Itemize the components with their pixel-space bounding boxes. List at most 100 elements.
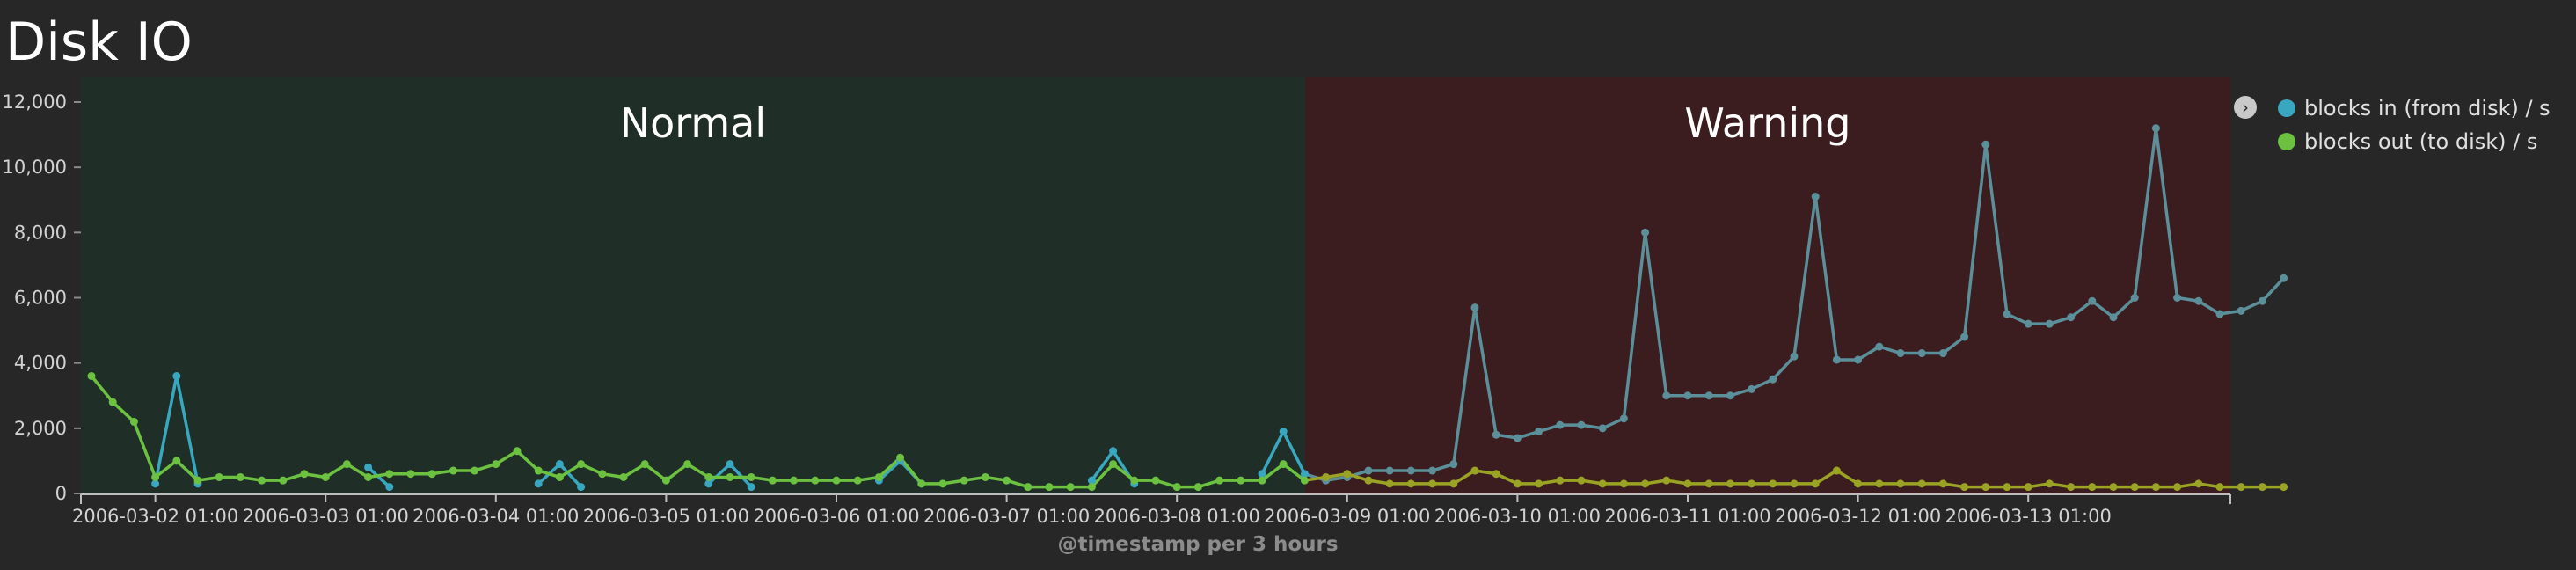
- series-segment: [707, 462, 732, 486]
- series-segment: [1473, 305, 1498, 436]
- data-point: [364, 472, 373, 481]
- series-segment: [1835, 469, 1860, 486]
- data-point: [1981, 483, 1990, 492]
- data-point: [1449, 460, 1458, 469]
- series-segment: [1452, 469, 1477, 486]
- data-point: [1641, 479, 1650, 488]
- series-segment: [2112, 296, 2136, 319]
- data-point: [1917, 479, 1926, 488]
- data-point: [87, 372, 96, 380]
- data-point: [1364, 466, 1373, 475]
- data-point: [1237, 476, 1245, 485]
- series-segment: [1090, 462, 1115, 489]
- chevron-right-icon[interactable]: ›: [2234, 96, 2257, 119]
- data-point: [1109, 447, 1118, 456]
- data-point: [1896, 479, 1905, 488]
- y-tick-label: 2,000: [14, 418, 67, 439]
- data-point: [1556, 420, 1565, 429]
- data-point: [1428, 479, 1437, 488]
- data-point: [1704, 391, 1713, 400]
- data-point: [2151, 483, 2160, 492]
- data-point: [1938, 479, 1947, 488]
- series-segment: [1771, 354, 1796, 381]
- series-segment: [111, 400, 136, 424]
- data-point: [1385, 479, 1394, 488]
- data-point: [1066, 483, 1075, 492]
- data-point: [1470, 303, 1479, 312]
- data-point: [2173, 294, 2182, 302]
- data-point: [1619, 414, 1628, 423]
- data-point: [1258, 470, 1266, 479]
- data-point: [534, 466, 543, 475]
- x-tick-label: 2006-03-10 01:00: [1434, 506, 1601, 527]
- data-point: [1513, 434, 1522, 442]
- series-segment: [2091, 299, 2115, 319]
- data-point: [1769, 375, 1777, 384]
- data-point: [704, 479, 713, 488]
- series-segment: [1111, 462, 1136, 482]
- series-segment: [1090, 449, 1115, 482]
- data-point: [1960, 332, 1969, 341]
- data-point: [1726, 391, 1734, 400]
- data-point: [2130, 294, 2139, 302]
- data-point: [492, 460, 500, 469]
- data-point: [534, 479, 543, 488]
- series-segment: [664, 462, 690, 482]
- data-point: [1045, 483, 1054, 492]
- y-axis: 0 2,000 4,000 6,000 8,000 10,000 12,000: [3, 91, 81, 504]
- data-point: [279, 476, 288, 485]
- series-segment: [1260, 462, 1285, 482]
- data-point: [1662, 391, 1671, 400]
- data-point: [747, 472, 755, 481]
- data-point: [1641, 228, 1650, 237]
- y-tick-label: 10,000: [3, 157, 67, 178]
- data-point: [832, 476, 841, 485]
- data-point: [1300, 470, 1309, 479]
- data-point: [1811, 193, 1820, 201]
- data-point: [1726, 479, 1734, 488]
- data-point: [853, 476, 862, 485]
- data-point: [1130, 476, 1139, 485]
- series-points: [87, 124, 2288, 492]
- data-point: [427, 470, 436, 479]
- series-segment: [345, 462, 370, 479]
- data-point: [896, 453, 905, 462]
- data-point: [385, 470, 394, 479]
- x-tick-label: 2006-03-12 01:00: [1775, 506, 1941, 527]
- series-segment: [132, 420, 157, 479]
- x-tick-label: 2006-03-03 01:00: [243, 506, 409, 527]
- data-point: [2194, 479, 2203, 488]
- data-point: [2237, 483, 2245, 492]
- series-segment: [2197, 299, 2222, 316]
- data-point: [1875, 342, 1884, 351]
- data-point: [874, 472, 883, 481]
- series-segment: [1281, 462, 1307, 482]
- series-segment: [1281, 429, 1307, 476]
- y-tick-label: 12,000: [3, 91, 67, 113]
- data-point: [577, 460, 586, 469]
- data-point: [2130, 483, 2139, 492]
- series-segment: [1984, 142, 2009, 316]
- series-segment: [1260, 429, 1285, 476]
- data-point: [2215, 310, 2224, 318]
- data-point: [2003, 483, 2011, 492]
- data-point: [364, 463, 373, 471]
- legend-item-blocks-out[interactable]: blocks out (to disk) / s: [2234, 125, 2537, 158]
- data-point: [2194, 296, 2203, 305]
- data-point: [406, 470, 415, 479]
- x-tick-label: 2006-03-02 01:00: [72, 506, 238, 527]
- data-point: [342, 460, 351, 469]
- series-segment: [2069, 299, 2094, 319]
- data-point: [215, 472, 223, 481]
- series-segment: [643, 462, 668, 482]
- legend-label: blocks out (to disk) / s: [2304, 129, 2538, 154]
- data-point: [151, 479, 160, 488]
- data-point: [555, 460, 564, 469]
- data-point: [1875, 479, 1884, 488]
- data-point: [2109, 313, 2118, 322]
- legend-item-blocks-in[interactable]: blocks in (from disk) / s: [2234, 91, 2550, 125]
- series-segment: [2260, 276, 2286, 303]
- series-segment: [1813, 469, 1839, 486]
- series-segment: [1813, 194, 1839, 362]
